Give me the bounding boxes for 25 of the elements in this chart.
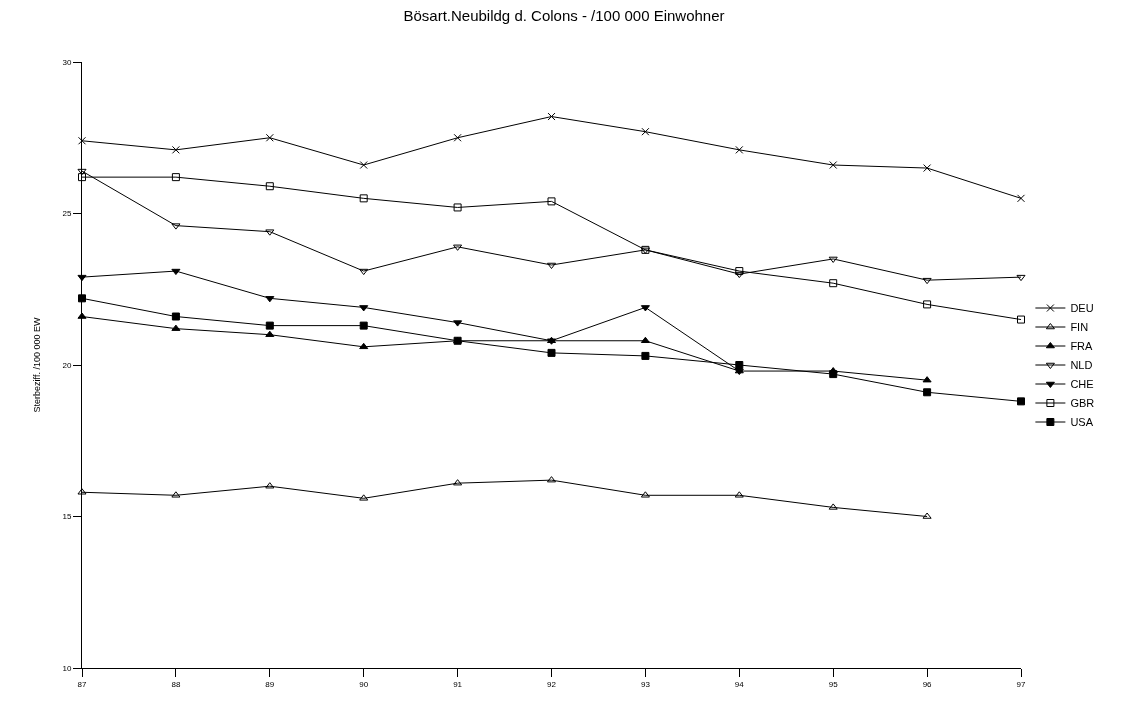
x-tick-label: 96 bbox=[922, 679, 933, 689]
y-tick-label: 30 bbox=[62, 57, 72, 67]
x-tick-label: 89 bbox=[265, 679, 275, 689]
y-tick-label: 25 bbox=[62, 209, 72, 219]
x-tick-label: 94 bbox=[734, 679, 745, 689]
chart-title: Bösart.Neubildg d. Colons - /100 000 Einwohner bbox=[403, 7, 725, 25]
x-tick-label: 92 bbox=[547, 679, 557, 689]
x-tick-label: 90 bbox=[359, 679, 369, 689]
legend-label: FIN bbox=[1070, 321, 1089, 334]
x-tick-label: 91 bbox=[453, 679, 463, 689]
legend-label: NLD bbox=[1070, 359, 1093, 372]
legend-label: CHE bbox=[1070, 378, 1094, 391]
x-tick-label: 88 bbox=[171, 679, 181, 689]
y-tick-label: 20 bbox=[62, 360, 72, 370]
y-tick-label: 15 bbox=[62, 512, 72, 522]
x-tick-label: 93 bbox=[640, 679, 651, 689]
x-tick-label: 87 bbox=[77, 679, 87, 689]
y-tick-label: 10 bbox=[62, 663, 72, 673]
legend-label: GBR bbox=[1070, 397, 1095, 410]
legend-label: DEU bbox=[1070, 302, 1094, 315]
y-axis-title: Sterbeziff. /100 000 EW bbox=[31, 317, 42, 413]
legend-label: FRA bbox=[1070, 340, 1094, 353]
x-tick-label: 97 bbox=[1016, 679, 1026, 689]
legend-label: USA bbox=[1070, 416, 1094, 429]
x-tick-label: 95 bbox=[828, 679, 839, 689]
